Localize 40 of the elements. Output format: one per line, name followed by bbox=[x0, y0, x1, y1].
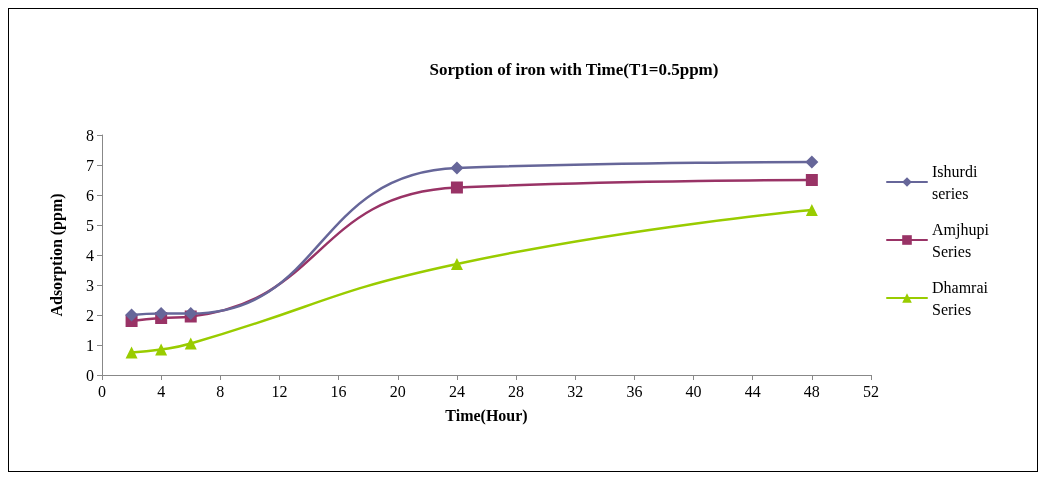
x-tick-label: 36 bbox=[626, 382, 643, 400]
y-tick-label: 2 bbox=[86, 306, 94, 324]
point bbox=[805, 155, 819, 169]
x-tick-label: 16 bbox=[330, 382, 347, 400]
y-tick-label: 5 bbox=[86, 216, 94, 234]
x-tick-label: 20 bbox=[389, 382, 406, 400]
point bbox=[184, 337, 197, 350]
y-tick-label: 8 bbox=[86, 126, 94, 144]
y-tick-label: 3 bbox=[86, 276, 94, 294]
chart-title: Sorption of iron with Time(T1=0.5ppm) bbox=[429, 60, 719, 79]
x-tick-label: 8 bbox=[216, 382, 225, 400]
point bbox=[155, 343, 168, 356]
point bbox=[125, 346, 138, 359]
x-tick-label: 12 bbox=[271, 382, 288, 400]
point bbox=[125, 308, 139, 322]
x-tick-label: 32 bbox=[567, 382, 584, 400]
x-tick-label: 28 bbox=[508, 382, 525, 400]
x-tick-label: 52 bbox=[863, 382, 879, 400]
legend-label: Amjhupi Series bbox=[932, 220, 993, 260]
y-tick-label: 1 bbox=[86, 336, 94, 354]
x-axis-title: Time(Hour) bbox=[445, 406, 528, 425]
x-tick-label: 24 bbox=[448, 382, 465, 400]
y-tick-label: 0 bbox=[86, 366, 94, 384]
x-tick-label: 44 bbox=[744, 382, 761, 400]
x-tick-label: 48 bbox=[803, 382, 820, 400]
x-tick-label: 0 bbox=[98, 382, 106, 400]
point bbox=[450, 181, 463, 194]
legend-label: Ishurdi series bbox=[932, 162, 982, 202]
y-tick-label: 7 bbox=[86, 156, 94, 174]
y-tick-label: 6 bbox=[86, 186, 94, 204]
y-tick-label: 4 bbox=[86, 246, 94, 264]
x-tick-label: 4 bbox=[157, 382, 166, 400]
point bbox=[450, 258, 463, 270]
point bbox=[154, 307, 168, 320]
point bbox=[450, 161, 464, 175]
legend-label: Dhamrai Series bbox=[932, 278, 992, 318]
point bbox=[805, 174, 818, 186]
y-axis-title: Adsorption (ppm) bbox=[47, 193, 66, 317]
x-tick-label: 40 bbox=[685, 382, 702, 400]
point bbox=[805, 204, 818, 216]
